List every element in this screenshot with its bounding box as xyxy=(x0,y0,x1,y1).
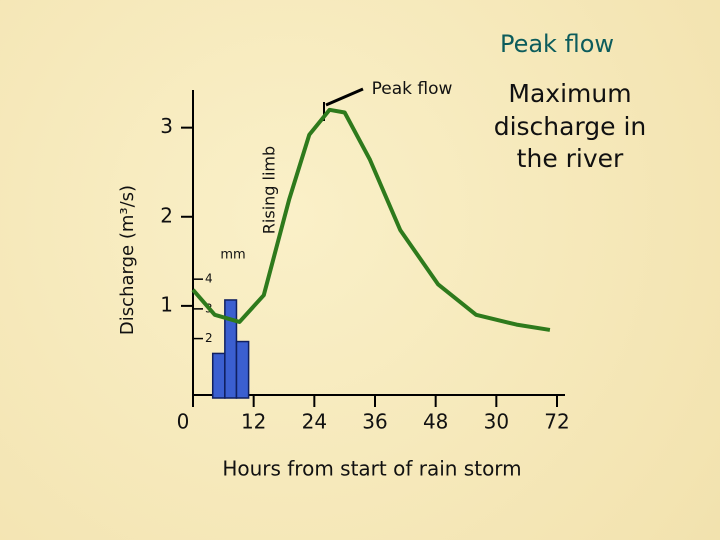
x-tick-label: 0 xyxy=(177,410,190,434)
x-tick-label: 48 xyxy=(423,410,448,434)
max-label: the river xyxy=(517,144,624,173)
y2-tick-label: 4 xyxy=(205,272,213,286)
x-tick-label: 30 xyxy=(484,410,509,434)
y-tick-label: 1 xyxy=(160,292,173,316)
x-axis-label: Hours from start of rain storm xyxy=(222,457,521,481)
max-label: Maximum xyxy=(508,79,631,108)
x-tick-label: 24 xyxy=(302,410,327,434)
y-axis-label: Discharge (m³/s) xyxy=(117,185,138,335)
rain-bar xyxy=(211,352,226,399)
y-tick-label: 2 xyxy=(160,203,173,227)
discharge-line xyxy=(191,107,551,332)
x-tick-label: 72 xyxy=(544,410,569,434)
max-label: discharge in xyxy=(494,112,647,141)
x-tick-label: 36 xyxy=(362,410,387,434)
rain-bar xyxy=(224,299,238,399)
y-tick-label: 3 xyxy=(160,114,173,138)
title: Peak flow xyxy=(500,30,614,58)
y2-axis-label: mm xyxy=(220,248,245,263)
y2-tick-label: 2 xyxy=(205,331,213,345)
rain-bar xyxy=(235,340,250,399)
rising-label: Rising limb xyxy=(260,146,279,234)
peak-label: Peak flow xyxy=(372,79,453,99)
peak-arrow xyxy=(325,87,364,107)
x-tick-label: 12 xyxy=(241,410,266,434)
